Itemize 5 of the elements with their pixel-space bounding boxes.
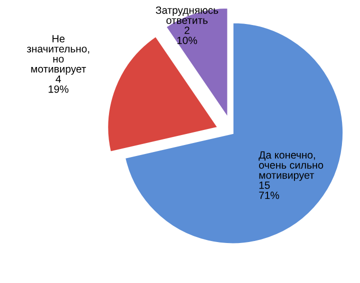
slice-label: Не значительно, но мотивирует (26, 35, 90, 75)
data-label: 2 10% (177, 26, 198, 44)
data-label: 15 71% (259, 182, 280, 199)
slice-label: Да конечно, очень сильно мотивирует (258, 151, 324, 181)
data-label: 4 19% (48, 75, 68, 93)
